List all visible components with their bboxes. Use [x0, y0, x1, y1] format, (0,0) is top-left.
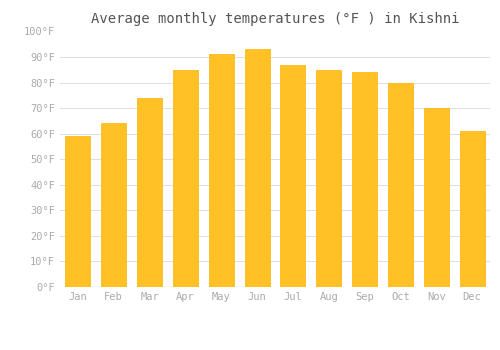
Bar	[101, 124, 126, 287]
Bar	[352, 72, 377, 287]
Bar	[244, 49, 270, 287]
Bar	[424, 108, 449, 287]
Bar	[316, 70, 342, 287]
Bar	[280, 65, 305, 287]
Bar	[388, 83, 413, 287]
Bar	[208, 55, 234, 287]
Bar	[66, 136, 90, 287]
Title: Average monthly temperatures (°F ) in Kishni: Average monthly temperatures (°F ) in Ki…	[91, 12, 459, 26]
Bar	[137, 98, 162, 287]
Bar	[173, 70, 198, 287]
Bar	[460, 131, 484, 287]
